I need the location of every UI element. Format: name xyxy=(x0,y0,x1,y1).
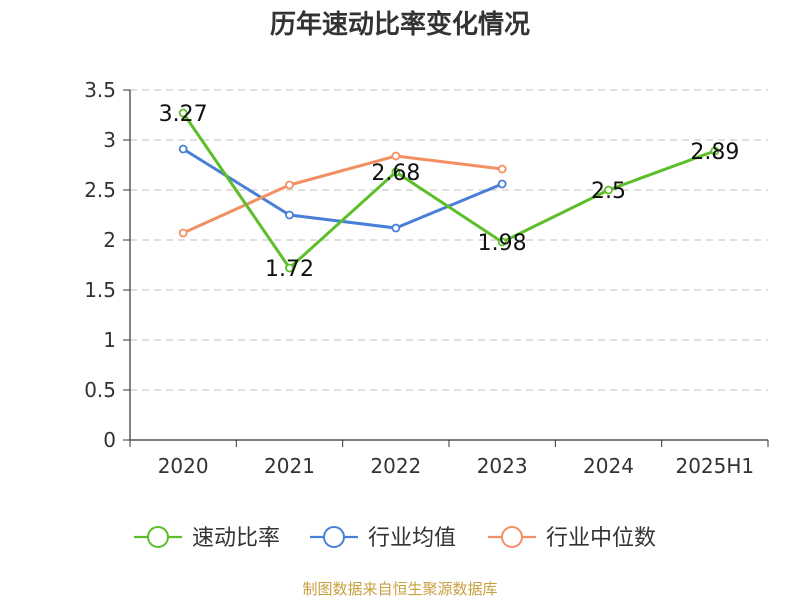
data-point xyxy=(178,108,188,118)
y-tick-label: 2.5 xyxy=(84,178,116,202)
x-tick-label: 2021 xyxy=(264,454,315,478)
data-label: 3.27 xyxy=(159,102,208,127)
data-label: 2.68 xyxy=(371,161,420,186)
data-point xyxy=(710,146,720,156)
data-point xyxy=(285,210,294,220)
data-point xyxy=(285,263,294,273)
legend-label: 速动比率 xyxy=(192,526,280,551)
y-tick-label: 3.5 xyxy=(84,78,116,102)
data-label: 1.72 xyxy=(265,257,314,282)
data-point xyxy=(178,144,188,154)
y-tick-label: 1 xyxy=(103,328,116,352)
data-point xyxy=(391,167,401,177)
data-point xyxy=(391,223,401,233)
data-point xyxy=(497,179,507,189)
y-tick-label: 0.5 xyxy=(84,378,116,402)
data-point xyxy=(497,237,507,247)
x-tick-label: 2022 xyxy=(370,454,421,478)
series-line xyxy=(182,147,503,230)
data-label: 1.98 xyxy=(478,231,527,256)
x-tick-label: 2023 xyxy=(477,454,528,478)
y-tick-label: 0 xyxy=(103,428,116,452)
chart-title: 历年速动比率变化情况 xyxy=(269,10,530,40)
legend-marker xyxy=(147,526,169,548)
legend-marker xyxy=(501,526,523,548)
y-tick-label: 1.5 xyxy=(84,278,116,302)
data-label: 2.5 xyxy=(591,179,626,204)
series-line xyxy=(182,154,503,235)
data-point xyxy=(604,185,613,195)
data-point xyxy=(391,151,401,161)
series-line xyxy=(181,112,716,270)
x-tick-label: 2025H1 xyxy=(675,454,754,478)
source-note: 制图数据来自恒生聚源数据库 xyxy=(302,580,498,598)
y-tick-label: 2 xyxy=(103,228,116,252)
data-point xyxy=(497,164,507,174)
data-label: 2.89 xyxy=(690,140,739,165)
data-point xyxy=(285,180,294,190)
x-tick-label: 2024 xyxy=(583,454,634,478)
legend-label: 行业均值 xyxy=(368,526,456,551)
y-tick-label: 3 xyxy=(103,128,116,152)
x-tick-label: 2020 xyxy=(158,454,209,478)
legend-marker xyxy=(323,526,345,548)
data-point xyxy=(178,228,188,238)
legend-label: 行业中位数 xyxy=(546,526,656,551)
